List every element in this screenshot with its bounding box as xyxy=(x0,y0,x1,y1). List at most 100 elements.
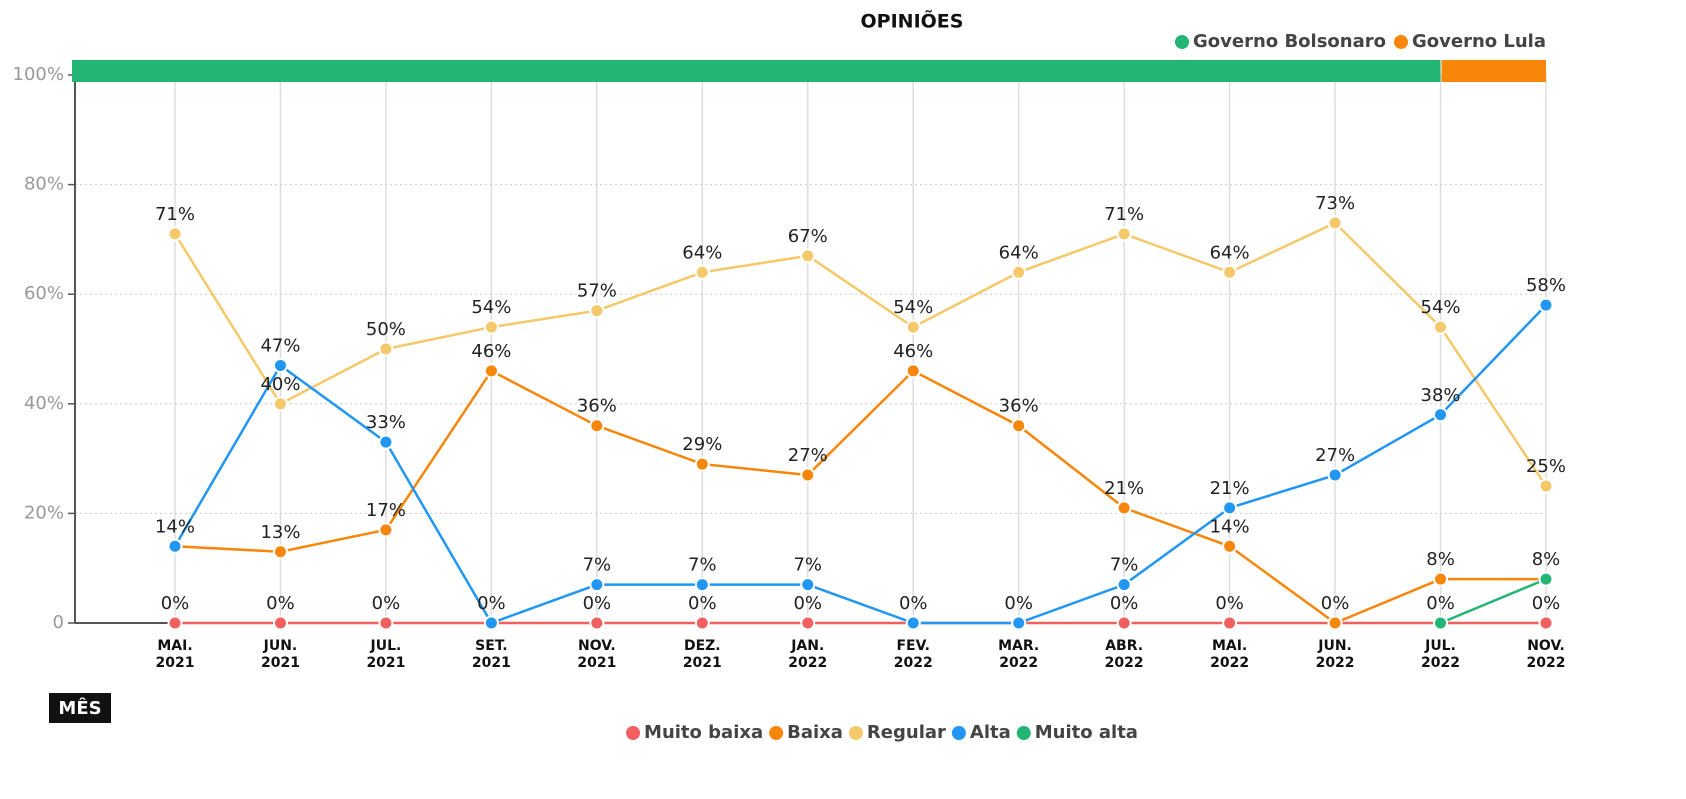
data-point xyxy=(905,319,921,335)
data-point xyxy=(694,577,710,593)
y-tick-label: 0 xyxy=(53,612,64,633)
data-label: 0% xyxy=(1004,593,1033,614)
x-tick-label: JAN. 2022 xyxy=(788,638,828,671)
data-label: 8% xyxy=(1426,549,1455,570)
period-legend-dot xyxy=(1175,35,1190,49)
data-point xyxy=(483,363,499,379)
data-label: 0% xyxy=(1532,593,1561,614)
data-label: 7% xyxy=(688,555,717,576)
x-axis-label: MÊS xyxy=(58,697,101,719)
data-label: 8% xyxy=(1532,549,1561,570)
data-point xyxy=(694,264,710,280)
data-label: 33% xyxy=(366,412,406,433)
data-label: 54% xyxy=(1421,297,1461,318)
data-label: 64% xyxy=(999,242,1039,263)
data-label: 46% xyxy=(893,341,933,362)
y-tick-label: 100% xyxy=(13,64,64,85)
data-point xyxy=(167,538,183,554)
data-label: 73% xyxy=(1315,193,1355,214)
data-label: 0% xyxy=(1426,593,1455,614)
data-label: 13% xyxy=(260,522,300,543)
y-tick-label: 20% xyxy=(24,502,64,523)
data-point xyxy=(1011,264,1027,280)
legend-label: Muito alta xyxy=(1035,722,1138,743)
data-label: 67% xyxy=(788,226,828,247)
x-tick-label: FEV. 2022 xyxy=(893,638,933,671)
data-point xyxy=(1433,615,1449,631)
x-tick-label: JUN. 2022 xyxy=(1315,638,1355,671)
x-tick-label: SET. 2021 xyxy=(471,638,511,671)
data-point xyxy=(1222,538,1238,554)
legend-label: Regular xyxy=(867,722,946,743)
y-tick-label: 80% xyxy=(24,174,64,195)
data-point xyxy=(378,522,394,538)
data-point xyxy=(272,544,288,560)
data-point xyxy=(272,615,288,631)
data-label: 27% xyxy=(1315,445,1355,466)
data-point xyxy=(1116,615,1132,631)
data-label: 71% xyxy=(155,204,195,225)
data-label: 0% xyxy=(583,593,612,614)
data-point xyxy=(1011,615,1027,631)
period-band xyxy=(72,60,1441,82)
series-line xyxy=(1440,578,1547,625)
data-label: 21% xyxy=(1210,478,1250,499)
data-label: 47% xyxy=(260,335,300,356)
data-label: 64% xyxy=(1210,242,1250,263)
data-point xyxy=(589,615,605,631)
data-label: 0% xyxy=(793,593,822,614)
data-point xyxy=(1538,297,1554,313)
data-point xyxy=(1538,571,1554,587)
data-point xyxy=(483,319,499,335)
period-legend-label: Governo Lula xyxy=(1412,31,1546,52)
data-label: 0% xyxy=(477,593,506,614)
data-point xyxy=(167,615,183,631)
data-label: 7% xyxy=(583,555,612,576)
data-label: 17% xyxy=(366,500,406,521)
chart-title: OPINIÕES xyxy=(861,9,964,33)
legend-label: Muito baixa xyxy=(644,722,763,743)
data-label: 0% xyxy=(266,593,295,614)
data-label: 25% xyxy=(1526,456,1566,477)
period-legend-dot xyxy=(1393,35,1408,49)
data-point xyxy=(1433,319,1449,335)
data-label: 0% xyxy=(1215,593,1244,614)
data-point xyxy=(1327,215,1343,231)
data-point xyxy=(800,577,816,593)
data-point xyxy=(1433,571,1449,587)
x-tick-label: JUL. 2022 xyxy=(1421,638,1461,671)
data-point xyxy=(272,396,288,412)
data-point xyxy=(800,467,816,483)
data-point xyxy=(378,341,394,357)
legend-dot xyxy=(848,726,863,740)
y-tick-label: 40% xyxy=(24,393,64,414)
data-point xyxy=(378,615,394,631)
data-point xyxy=(589,418,605,434)
data-point xyxy=(272,357,288,373)
data-label: 54% xyxy=(471,297,511,318)
data-label: 21% xyxy=(1104,478,1144,499)
data-label: 0% xyxy=(161,593,190,614)
legend-dot xyxy=(626,726,641,740)
data-label: 0% xyxy=(372,593,401,614)
data-point xyxy=(1538,615,1554,631)
data-point xyxy=(1327,467,1343,483)
data-point xyxy=(589,577,605,593)
data-point xyxy=(1222,264,1238,280)
legend-label: Baixa xyxy=(787,722,843,743)
x-tick-label: NOV. 2021 xyxy=(577,638,617,671)
x-tick-label: MAI. 2022 xyxy=(1210,638,1250,671)
data-label: 40% xyxy=(260,374,300,395)
series-line xyxy=(174,369,1546,625)
series-line xyxy=(173,304,1547,625)
data-point xyxy=(1222,615,1238,631)
data-point xyxy=(1116,226,1132,242)
legend-dot xyxy=(769,726,784,740)
data-label: 29% xyxy=(682,434,722,455)
data-label: 7% xyxy=(1110,555,1139,576)
data-point xyxy=(378,434,394,450)
data-point xyxy=(1538,478,1554,494)
data-point xyxy=(1116,500,1132,516)
